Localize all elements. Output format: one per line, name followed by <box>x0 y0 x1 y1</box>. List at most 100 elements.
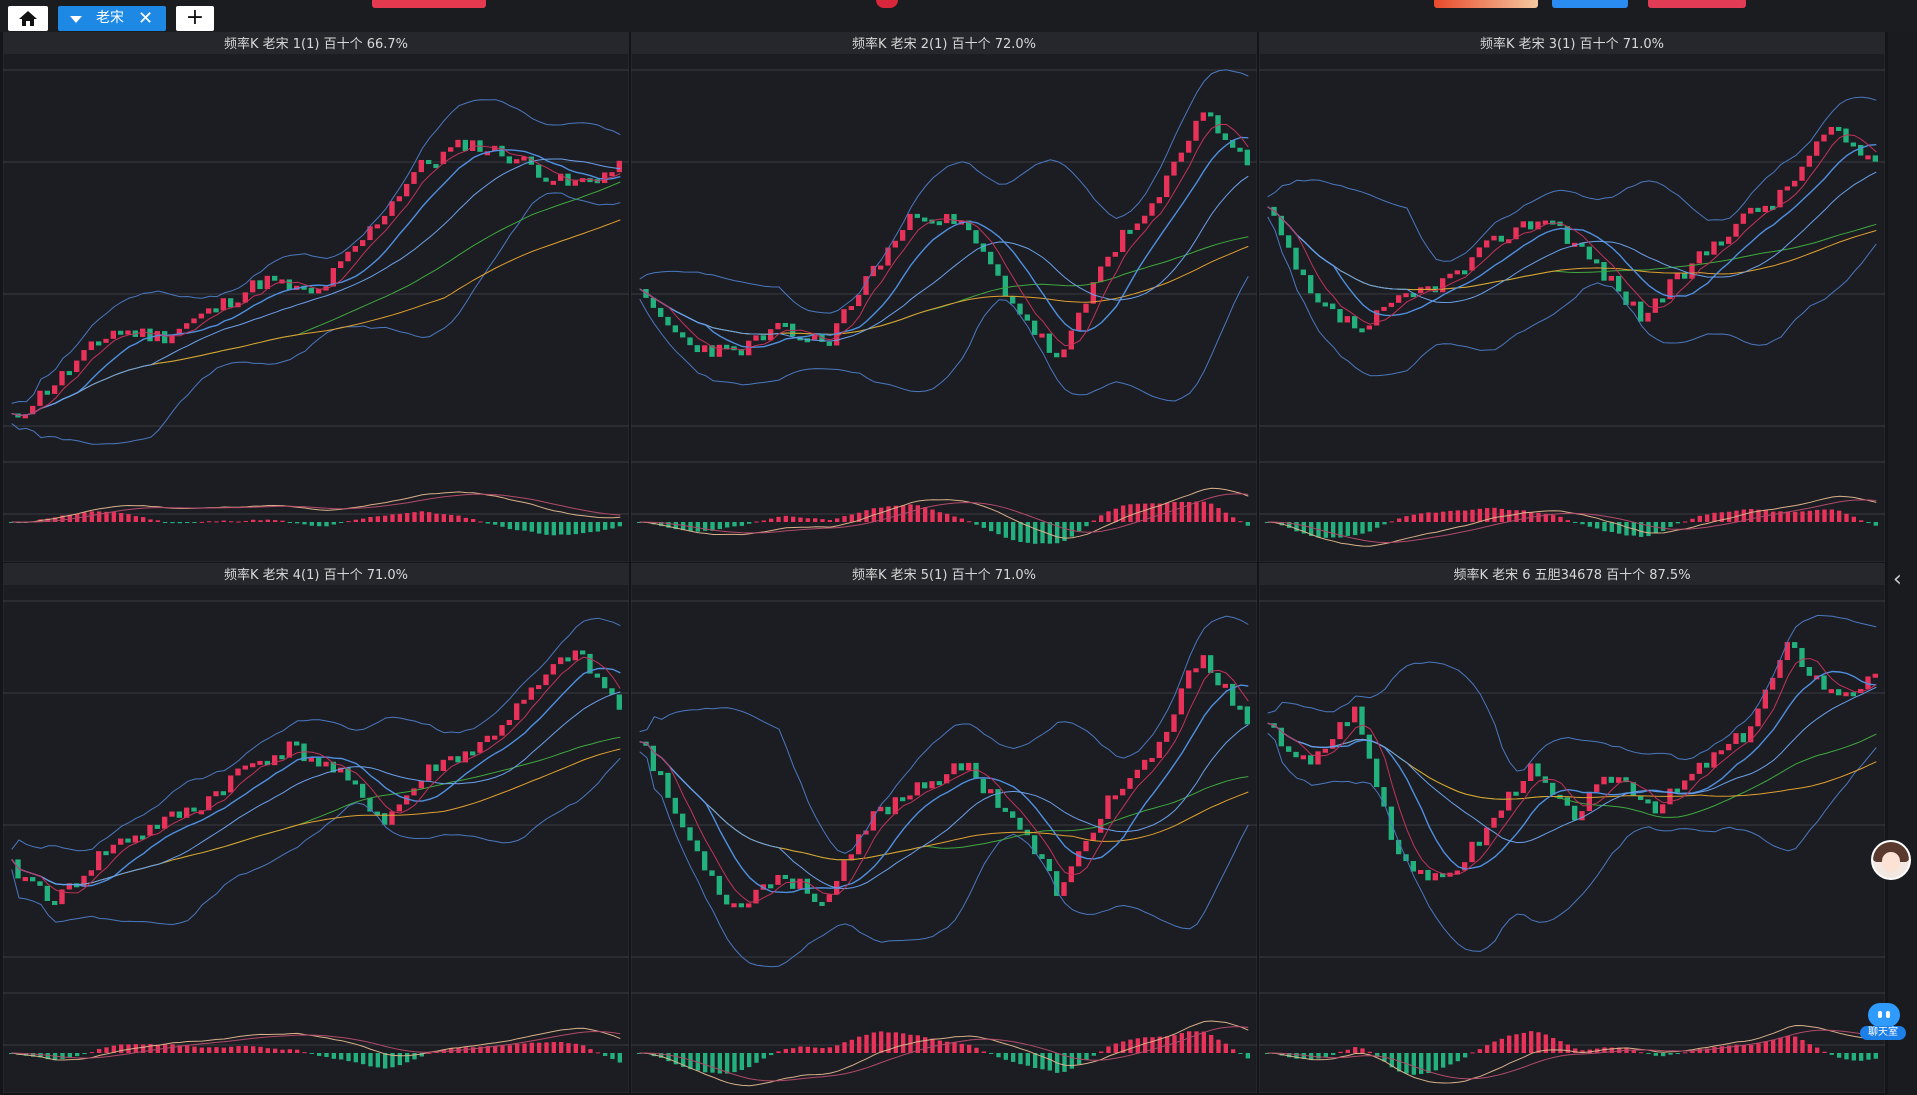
candle <box>1171 161 1177 176</box>
candle <box>1484 240 1490 248</box>
candle <box>1315 293 1321 303</box>
candle <box>1469 841 1475 863</box>
candle <box>1799 647 1805 668</box>
indicator-line <box>11 757 621 926</box>
vip-banner[interactable] <box>1434 0 1538 8</box>
candle <box>1623 777 1629 783</box>
candle <box>220 298 226 311</box>
candle <box>484 151 490 156</box>
macd-line <box>11 491 621 523</box>
candle <box>308 287 314 294</box>
candle <box>1762 689 1768 709</box>
candle <box>1149 757 1155 762</box>
indicator-line <box>1267 96 1877 262</box>
candle <box>892 797 898 815</box>
candle <box>841 309 847 324</box>
candle <box>1024 314 1030 321</box>
candle <box>477 742 483 753</box>
indicator-line <box>639 684 1249 894</box>
candle <box>1506 791 1512 811</box>
macd-line <box>639 1026 1249 1082</box>
macd-histogram <box>637 501 1250 544</box>
panel-header <box>3 32 629 54</box>
candle <box>330 268 336 287</box>
candle <box>1564 226 1570 244</box>
candle <box>1755 708 1761 727</box>
panel-title: 频率K 老宋 3(1) 百十个 71.0% <box>1480 36 1664 52</box>
candle <box>543 674 549 686</box>
candle <box>191 318 197 324</box>
candle <box>470 140 476 151</box>
candle <box>499 725 505 736</box>
candle <box>1608 776 1614 783</box>
kline-panel-3[interactable]: 频率K 老宋 3(1) 百十个 71.0% <box>1259 32 1885 562</box>
candle <box>1850 692 1856 697</box>
candle <box>1237 147 1243 152</box>
candle <box>470 751 476 756</box>
chevron-left-icon[interactable]: ‹ <box>1893 567 1902 592</box>
tab-laosong[interactable]: 老宋 ✕ <box>58 6 166 31</box>
candle <box>1352 316 1358 329</box>
triangle-down-icon[interactable] <box>70 16 82 23</box>
candle <box>907 795 913 800</box>
candle <box>1748 207 1754 214</box>
add-tab-button[interactable]: + <box>176 6 214 31</box>
candle <box>900 230 906 241</box>
candle <box>746 903 752 908</box>
candle <box>1374 758 1380 788</box>
candle <box>1222 683 1228 688</box>
candle <box>242 292 248 303</box>
kline-panel-6[interactable]: 频率K 老宋 6 五胆34678 百十个 87.5% <box>1259 563 1885 1093</box>
kline-panel-1[interactable]: 频率K 老宋 1(1) 百十个 66.7% <box>3 32 629 562</box>
candle <box>580 650 586 655</box>
kline-panel-2[interactable]: 频率K 老宋 2(1) 百十个 72.0% <box>631 32 1257 562</box>
candle <box>609 688 615 695</box>
candle <box>1293 751 1299 758</box>
candle <box>22 877 28 882</box>
candle <box>396 804 402 812</box>
candle <box>176 811 182 818</box>
candle <box>162 331 168 344</box>
candle <box>863 830 869 835</box>
candle <box>1046 333 1052 353</box>
candle <box>1638 796 1644 801</box>
candle <box>922 782 928 789</box>
candle <box>1718 241 1724 246</box>
candle <box>1178 688 1184 715</box>
candle <box>301 285 307 290</box>
candle <box>1748 726 1754 743</box>
candle <box>1594 259 1600 264</box>
indicator-line <box>639 751 1249 968</box>
kline-panel-4[interactable]: 频率K 老宋 4(1) 百十个 71.0% <box>3 563 629 1093</box>
home-button[interactable] <box>8 6 48 31</box>
kline-panel-5[interactable]: 频率K 老宋 5(1) 百十个 71.0% <box>631 563 1257 1093</box>
candle <box>1711 241 1717 255</box>
candle <box>1623 291 1629 305</box>
candle <box>1836 689 1842 696</box>
candle <box>132 835 138 843</box>
blue-button[interactable] <box>1552 0 1628 8</box>
chat-room-button[interactable]: 聊天室 <box>1858 1003 1908 1040</box>
indicator-line <box>1267 686 1877 844</box>
candle <box>1696 251 1702 264</box>
candle <box>506 156 512 164</box>
candle <box>103 338 109 343</box>
candle <box>1528 763 1534 781</box>
candle <box>944 774 950 784</box>
promo-banner[interactable] <box>372 0 486 8</box>
candle <box>374 224 380 229</box>
close-icon[interactable]: ✕ <box>138 8 154 29</box>
macd-line <box>639 487 1249 539</box>
candle <box>1002 807 1008 812</box>
candle <box>958 763 964 771</box>
indicator-line <box>639 123 1249 351</box>
candle <box>804 878 810 894</box>
candle <box>1689 263 1695 279</box>
candle <box>389 811 395 825</box>
red-button[interactable] <box>1648 0 1746 8</box>
indicator-line <box>639 669 1249 903</box>
macd-line <box>11 1030 621 1059</box>
avatar[interactable] <box>1871 840 1911 880</box>
candle <box>1193 668 1199 673</box>
candle <box>1872 673 1878 678</box>
